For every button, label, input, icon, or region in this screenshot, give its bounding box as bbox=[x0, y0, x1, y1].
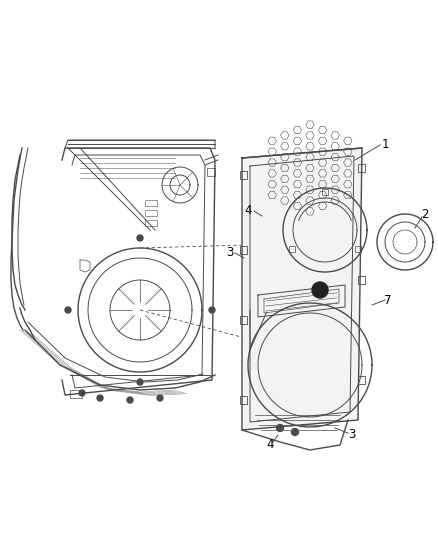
Text: 4: 4 bbox=[244, 204, 252, 216]
Circle shape bbox=[137, 379, 143, 385]
Bar bbox=[289, 246, 295, 252]
Text: 2: 2 bbox=[421, 208, 429, 222]
Bar bbox=[240, 396, 247, 404]
Circle shape bbox=[97, 395, 103, 401]
Bar bbox=[145, 220, 157, 226]
Bar bbox=[358, 164, 365, 172]
Bar bbox=[240, 316, 247, 324]
Bar bbox=[145, 200, 157, 206]
Polygon shape bbox=[242, 148, 362, 430]
Bar bbox=[240, 246, 247, 254]
Text: 7: 7 bbox=[384, 294, 392, 306]
Text: 1: 1 bbox=[381, 139, 389, 151]
Circle shape bbox=[209, 307, 215, 313]
Circle shape bbox=[276, 424, 283, 432]
Text: 3: 3 bbox=[348, 429, 356, 441]
Bar bbox=[358, 276, 365, 284]
Circle shape bbox=[65, 307, 71, 313]
Bar bbox=[145, 210, 157, 216]
Circle shape bbox=[312, 282, 328, 298]
Bar bbox=[355, 246, 361, 252]
Circle shape bbox=[79, 390, 85, 396]
Bar bbox=[322, 189, 328, 195]
Circle shape bbox=[292, 429, 299, 435]
Text: 4: 4 bbox=[266, 439, 274, 451]
Bar bbox=[70, 390, 82, 398]
Circle shape bbox=[127, 397, 133, 403]
Text: 3: 3 bbox=[226, 246, 234, 259]
Bar bbox=[240, 171, 247, 179]
Circle shape bbox=[157, 395, 163, 401]
Bar bbox=[207, 168, 215, 176]
Bar bbox=[358, 376, 365, 384]
Circle shape bbox=[137, 235, 143, 241]
